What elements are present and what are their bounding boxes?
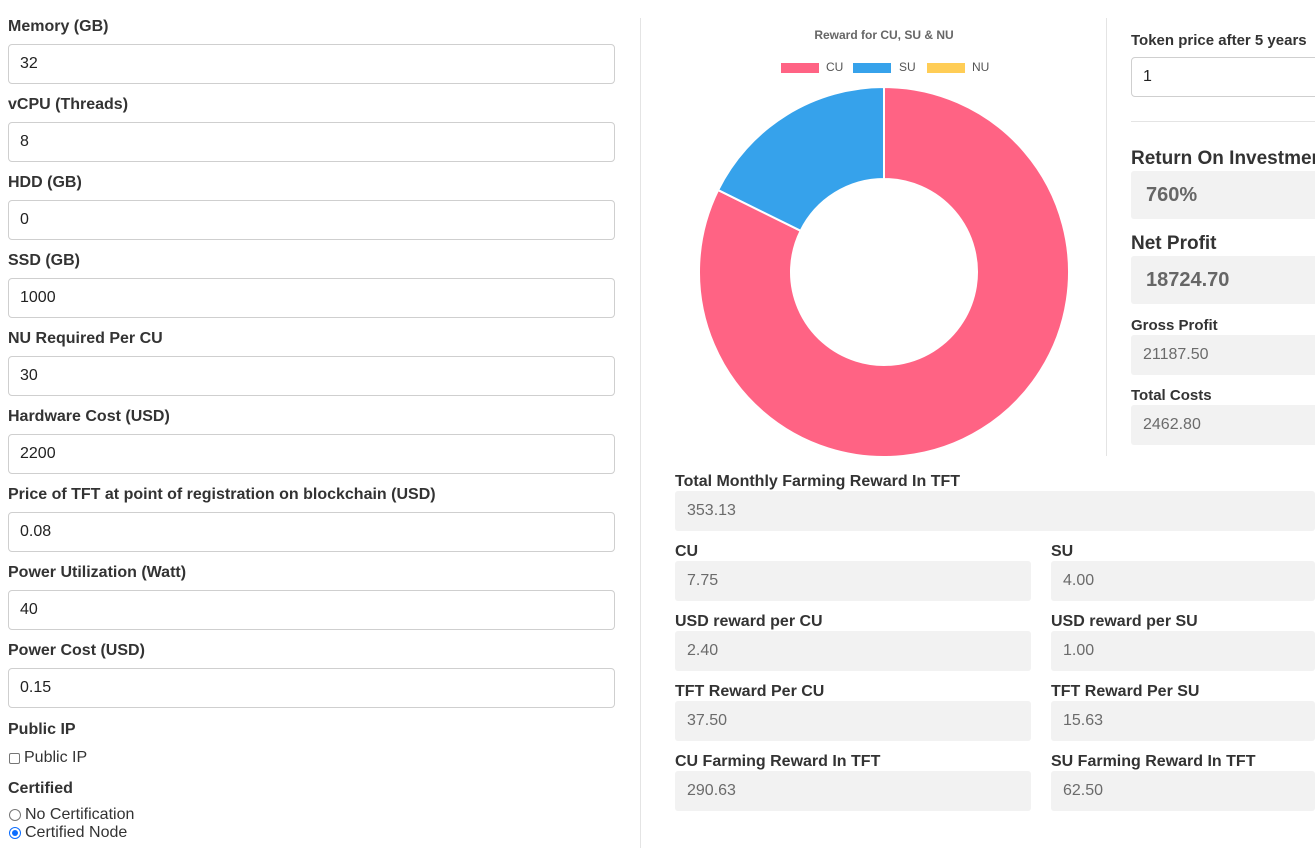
- ssd-input[interactable]: 1000: [8, 278, 615, 318]
- hardware-cost-input[interactable]: 2200: [8, 434, 615, 474]
- su-farming-label: SU Farming Reward In TFT: [1051, 753, 1256, 770]
- legend-label-su: SU: [899, 60, 916, 74]
- chart-title: Reward for CU, SU & NU: [814, 28, 954, 42]
- net-profit-value: 18724.70: [1131, 256, 1315, 304]
- roi-divider: [1131, 121, 1315, 122]
- roi-value: 760%: [1131, 171, 1315, 219]
- su-value: 4.00: [1051, 561, 1315, 601]
- total-monthly-value: 353.13: [675, 491, 1315, 531]
- cu-label: CU: [675, 543, 699, 560]
- reward-chart: Reward for CU, SU & NU CU SU NU: [660, 18, 1108, 463]
- net-profit-label: Net Profit: [1131, 233, 1217, 254]
- legend-swatch-cu[interactable]: [781, 63, 819, 73]
- legend-swatch-su[interactable]: [853, 63, 891, 73]
- token-price-label: Token price after 5 years: [1131, 32, 1307, 49]
- memory-label: Memory (GB): [8, 18, 109, 35]
- legend-label-nu: NU: [972, 60, 990, 74]
- public-ip-checkbox[interactable]: [9, 752, 20, 764]
- cu-farming-label: CU Farming Reward In TFT: [675, 753, 881, 770]
- chart-divider: [1106, 18, 1107, 456]
- tft-price-label: Price of TFT at point of registration on…: [8, 486, 436, 503]
- total-costs-label: Total Costs: [1131, 387, 1212, 404]
- public-ip-row: Public IP: [9, 749, 87, 767]
- total-monthly-label: Total Monthly Farming Reward In TFT: [675, 473, 961, 490]
- tft-per-cu-label: TFT Reward Per CU: [675, 683, 825, 700]
- usd-per-cu-label: USD reward per CU: [675, 613, 823, 630]
- gross-profit-label: Gross Profit: [1131, 317, 1218, 334]
- hardware-cost-label: Hardware Cost (USD): [8, 408, 170, 425]
- public-ip-checkbox-label: Public IP: [24, 749, 88, 766]
- certified-node-label: Certified Node: [25, 824, 128, 841]
- total-costs-value: 2462.80: [1131, 405, 1315, 445]
- nu-per-cu-label: NU Required Per CU: [8, 330, 163, 347]
- tft-per-su-label: TFT Reward Per SU: [1051, 683, 1200, 700]
- vcpu-label: vCPU (Threads): [8, 96, 129, 113]
- donut-slice-su[interactable]: [716, 85, 885, 233]
- vcpu-input[interactable]: 8: [8, 122, 615, 162]
- roi-panel: Token price after 5 years 1 Return On In…: [1131, 20, 1315, 460]
- usd-per-su-label: USD reward per SU: [1051, 613, 1198, 630]
- no-certification-label: No Certification: [25, 806, 135, 823]
- hdd-label: HDD (GB): [8, 174, 82, 191]
- cu-value: 7.75: [675, 561, 1031, 601]
- column-divider: [640, 18, 641, 848]
- nu-per-cu-input[interactable]: 30: [8, 356, 615, 396]
- usd-per-cu-value: 2.40: [675, 631, 1031, 671]
- donut-chart-svg: [698, 85, 1070, 458]
- legend-swatch-nu[interactable]: [927, 63, 965, 73]
- usd-per-su-value: 1.00: [1051, 631, 1315, 671]
- no-certification-radio[interactable]: [9, 809, 21, 821]
- tft-per-su-value: 15.63: [1051, 701, 1315, 741]
- power-util-input[interactable]: 40: [8, 590, 615, 630]
- tft-per-cu-value: 37.50: [675, 701, 1031, 741]
- certified-node-row: Certified Node: [9, 824, 127, 842]
- power-cost-label: Power Cost (USD): [8, 642, 145, 659]
- roi-label: Return On Investment: [1131, 148, 1315, 169]
- certified-node-radio[interactable]: [9, 827, 21, 839]
- tft-price-input[interactable]: 0.08: [8, 512, 615, 552]
- token-price-input[interactable]: 1: [1131, 57, 1315, 97]
- power-cost-input[interactable]: 0.15: [8, 668, 615, 708]
- cu-farming-value: 290.63: [675, 771, 1031, 811]
- ssd-label: SSD (GB): [8, 252, 80, 269]
- gross-profit-value: 21187.50: [1131, 335, 1315, 375]
- hdd-input[interactable]: 0: [8, 200, 615, 240]
- certified-label: Certified: [8, 780, 73, 797]
- public-ip-label: Public IP: [8, 721, 76, 738]
- memory-input[interactable]: 32: [8, 44, 615, 84]
- donut-slice-cu[interactable]: [698, 85, 1070, 458]
- su-label: SU: [1051, 543, 1074, 560]
- power-util-label: Power Utilization (Watt): [8, 564, 187, 581]
- su-farming-value: 62.50: [1051, 771, 1315, 811]
- no-certification-row: No Certification: [9, 806, 134, 824]
- legend-label-cu: CU: [826, 60, 844, 74]
